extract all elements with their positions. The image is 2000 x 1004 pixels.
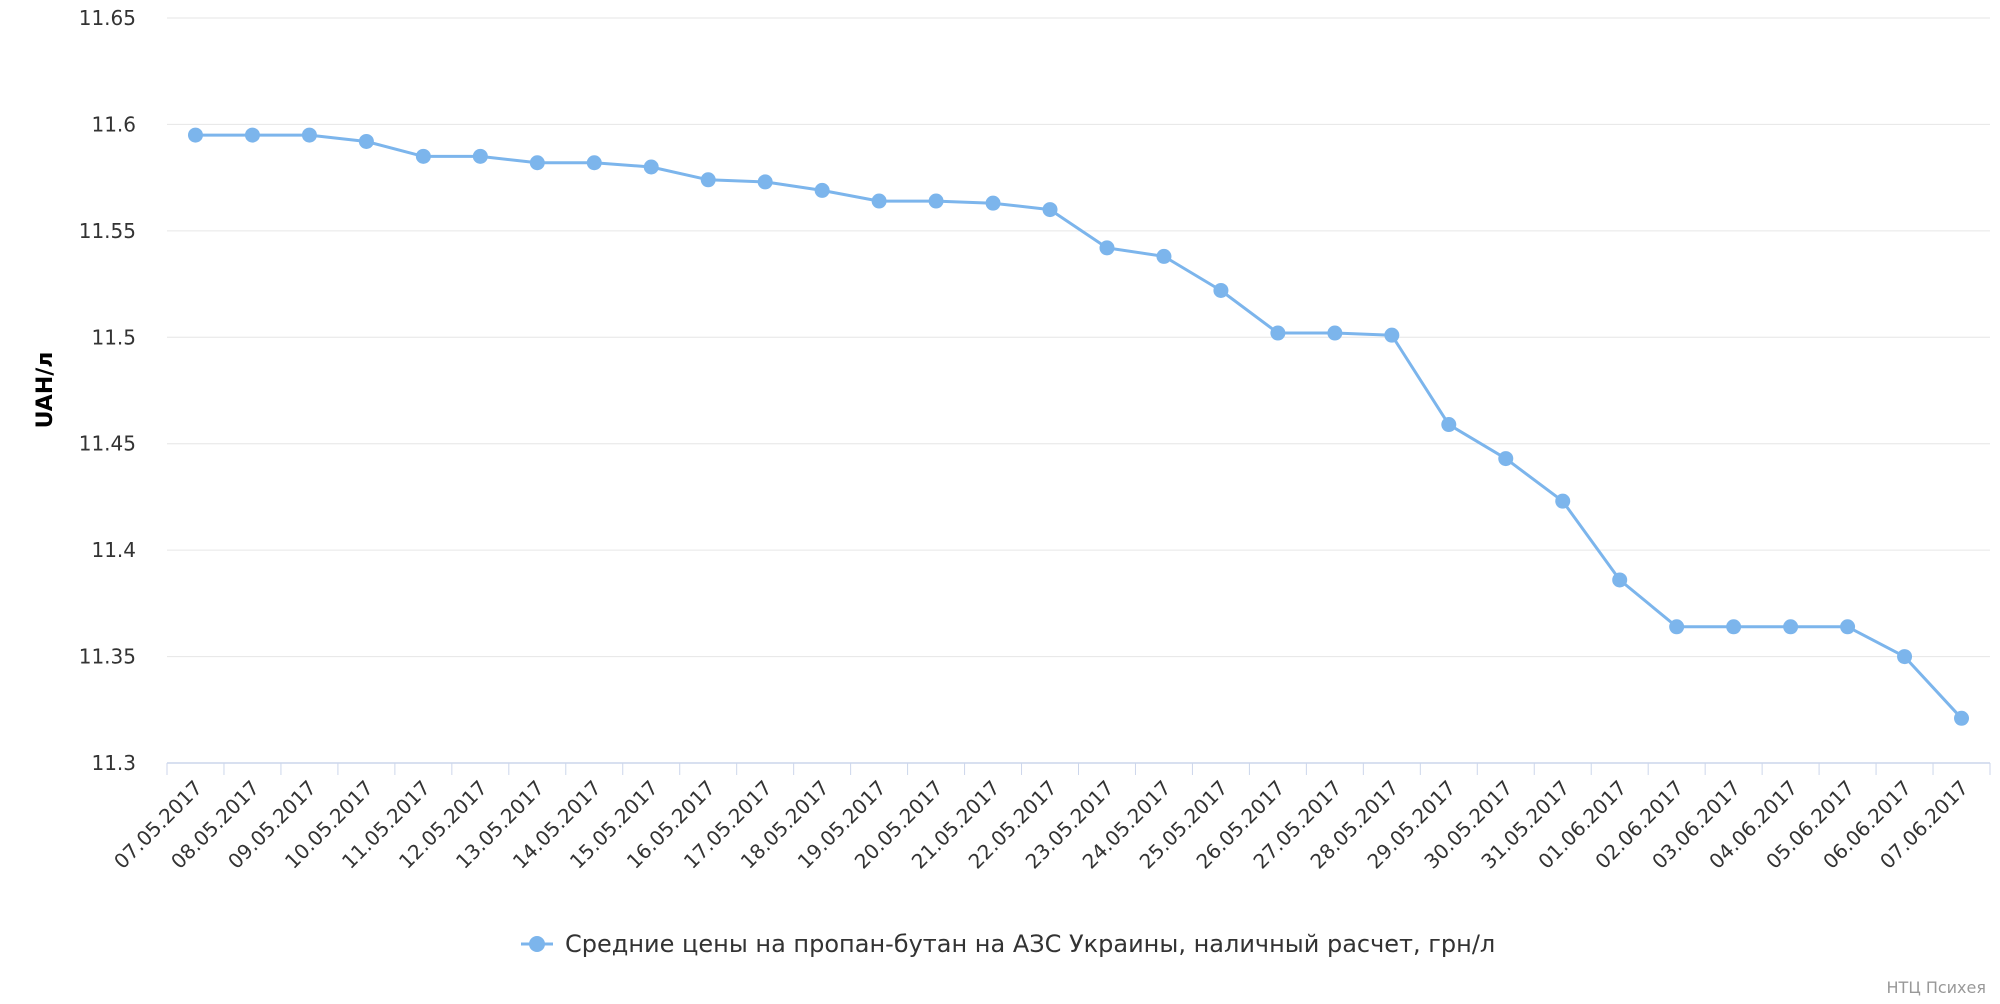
y-tick-label: 11.5 xyxy=(91,325,136,349)
data-point[interactable] xyxy=(1384,327,1400,343)
data-point[interactable] xyxy=(1555,493,1571,509)
data-point[interactable] xyxy=(700,172,716,188)
data-point[interactable] xyxy=(757,174,773,190)
legend[interactable]: Средние цены на пропан-бутан на АЗС Укра… xyxy=(521,930,1495,958)
x-axis: 07.05.201708.05.201709.05.201710.05.2017… xyxy=(109,762,1991,874)
y-tick-label: 11.65 xyxy=(79,6,136,30)
series-line[interactable] xyxy=(194,133,1963,720)
y-tick-label: 11.4 xyxy=(91,538,136,562)
data-point[interactable] xyxy=(1840,619,1856,635)
y-axis-title: UAH/л xyxy=(33,352,58,429)
data-point[interactable] xyxy=(358,133,374,149)
data-point[interactable] xyxy=(1327,325,1343,341)
y-axis: UAH/л 11.3 11.35 11.4 11.45 11.5 11.55 11.6 11.… xyxy=(33,6,136,775)
data-point[interactable] xyxy=(244,127,260,143)
y-tick-label: 11.45 xyxy=(79,432,136,456)
chart-credit[interactable]: НТЦ Психея xyxy=(1887,978,1986,997)
data-point[interactable] xyxy=(1270,325,1286,341)
data-point[interactable] xyxy=(643,159,659,175)
data-point[interactable] xyxy=(1213,282,1229,298)
data-point[interactable] xyxy=(1954,710,1970,726)
y-tick-label: 11.55 xyxy=(79,219,136,243)
data-point[interactable] xyxy=(814,182,830,198)
data-point[interactable] xyxy=(1897,649,1913,665)
legend-marker xyxy=(529,936,545,952)
data-point[interactable] xyxy=(1783,619,1799,635)
data-point[interactable] xyxy=(187,127,203,143)
data-point[interactable] xyxy=(1498,451,1514,467)
y-tick-label: 11.3 xyxy=(91,751,136,775)
data-point[interactable] xyxy=(1669,619,1685,635)
data-point[interactable] xyxy=(1441,417,1457,433)
data-point[interactable] xyxy=(871,193,887,209)
data-point[interactable] xyxy=(586,155,602,171)
data-point[interactable] xyxy=(1726,619,1742,635)
data-point[interactable] xyxy=(529,155,545,171)
y-tick-label: 11.6 xyxy=(91,112,136,136)
data-point[interactable] xyxy=(1042,202,1058,218)
legend-label: Средние цены на пропан-бутан на АЗС Укра… xyxy=(565,930,1495,958)
data-point[interactable] xyxy=(928,193,944,209)
data-point[interactable] xyxy=(1156,248,1172,264)
data-point[interactable] xyxy=(415,148,431,164)
data-point[interactable] xyxy=(472,148,488,164)
data-point[interactable] xyxy=(1099,240,1115,256)
y-tick-label: 11.35 xyxy=(79,645,136,669)
data-point[interactable] xyxy=(301,127,317,143)
series-group xyxy=(187,127,1970,726)
grid-lines xyxy=(167,17,1990,658)
data-point[interactable] xyxy=(985,195,1001,211)
data-point[interactable] xyxy=(1612,572,1628,588)
